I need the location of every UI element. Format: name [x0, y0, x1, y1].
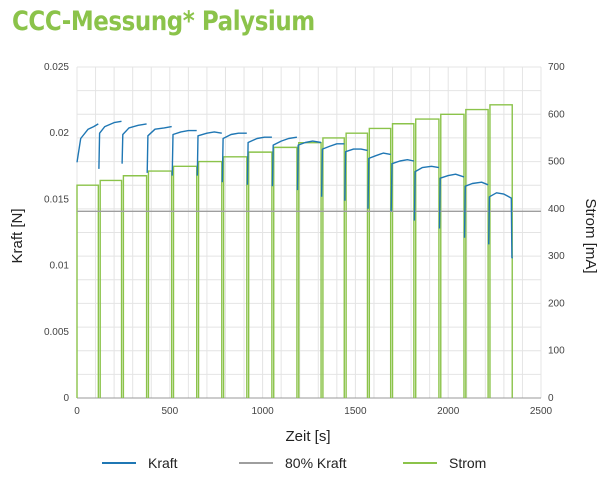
y-right-tick-label: 0: [548, 393, 554, 404]
kraft-segment: [296, 140, 322, 191]
legend-label-strom: Strom: [449, 455, 487, 471]
kraft-segment: [367, 152, 391, 209]
kraft-segment: [196, 131, 222, 176]
chart-title: CCC-Messung* Palysium: [12, 6, 315, 37]
legend-swatch-strom: [403, 462, 437, 464]
legend-swatch-kraft: [102, 462, 136, 464]
strom-pulse: [465, 108, 489, 398]
tick-labels: 0 500 1000 1500 2000 250000.0050.010.0150.020…: [44, 62, 565, 417]
y-right-tick-label: 200: [548, 298, 565, 309]
x-tick-label: 2000: [437, 406, 460, 417]
legend-item-kraft: Kraft: [102, 455, 178, 471]
strom-pulse: [298, 141, 322, 398]
y-left-tick-label: 0.015: [44, 194, 69, 205]
legend-label-kraft: Kraft: [148, 455, 178, 471]
kraft-segment: [121, 123, 147, 164]
kraft-segment: [344, 148, 368, 201]
series-kraft: [76, 120, 513, 259]
kraft-segment: [320, 143, 345, 197]
y-axis-right-title: Strom [mA]: [582, 198, 599, 273]
series-strom: [76, 104, 513, 398]
y-left-tick-label: 0.025: [44, 62, 69, 73]
strom-pulse: [415, 118, 440, 398]
kraft-segment: [171, 129, 197, 176]
y-right-tick-label: 300: [548, 251, 565, 262]
x-tick-label: 0: [74, 406, 80, 417]
strom-pulse: [345, 132, 369, 398]
strom-pulse: [247, 151, 273, 398]
y-left-tick-label: 0.005: [44, 327, 69, 338]
strom-pulse: [197, 160, 223, 398]
kraft-segment: [413, 165, 440, 221]
x-tick-label: 2500: [530, 406, 553, 417]
strom-pulse: [99, 179, 123, 398]
legend-label-80-kraft: 80% Kraft: [285, 455, 347, 471]
strom-pulse: [147, 170, 173, 398]
strom-pulse: [391, 123, 415, 398]
legend: Kraft 80% Kraft Strom: [0, 455, 600, 475]
strom-pulse: [368, 127, 392, 398]
strom-pulse: [172, 165, 198, 398]
y-right-tick-label: 400: [548, 204, 565, 215]
x-tick-label: 1500: [344, 406, 367, 417]
legend-item-80-kraft: 80% Kraft: [239, 455, 346, 471]
strom-pulse: [76, 184, 100, 398]
strom-pulse: [322, 137, 345, 398]
x-tick-label: 1000: [251, 406, 274, 417]
y-right-tick-label: 700: [548, 62, 565, 73]
y-axis-left-title: Kraft [N]: [9, 208, 26, 263]
kraft-segment: [98, 120, 122, 169]
kraft-segment: [146, 125, 172, 173]
x-tick-label: 500: [161, 406, 178, 417]
kraft-segment: [463, 181, 489, 238]
legend-item-strom: Strom: [403, 455, 486, 471]
kraft-segment: [271, 136, 298, 187]
strom-pulse: [489, 104, 513, 398]
kraft-segment: [488, 192, 513, 259]
kraft-segment: [76, 123, 99, 163]
y-right-tick-label: 100: [548, 346, 565, 357]
y-left-tick-label: 0.01: [50, 261, 70, 272]
kraft-segment: [246, 136, 272, 185]
strom-pulse: [122, 175, 148, 398]
strom-pulse: [273, 146, 298, 398]
y-right-tick-label: 500: [548, 157, 565, 168]
x-axis-title: Zeit [s]: [285, 428, 330, 445]
strom-pulse: [222, 156, 248, 398]
strom-pulse: [440, 113, 465, 398]
kraft-segment: [438, 173, 465, 229]
y-right-tick-label: 600: [548, 109, 565, 120]
kraft-segment: [221, 132, 247, 183]
y-left-tick-label: 0.02: [50, 128, 70, 139]
y-left-tick-label: 0: [63, 393, 69, 404]
kraft-segment: [390, 158, 415, 212]
legend-swatch-80-kraft: [239, 462, 273, 464]
